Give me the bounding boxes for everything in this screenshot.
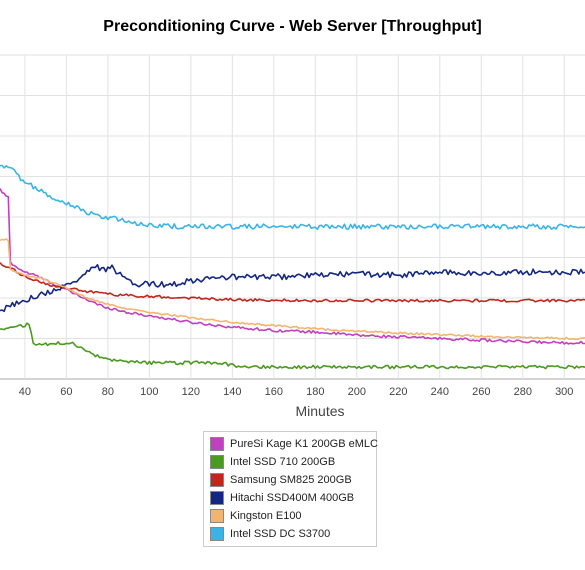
legend: PureSi Kage K1 200GB eMLC Intel SSD 710 2… — [203, 431, 378, 547]
legend-item[interactable]: Intel SSD 710 200GB — [210, 453, 370, 471]
legend-swatch — [210, 527, 224, 541]
x-tick-label: 260 — [472, 386, 490, 398]
legend-label: Samsung SM825 200GB — [230, 474, 352, 486]
legend-item[interactable]: Samsung SM825 200GB — [210, 471, 370, 489]
series-line — [0, 164, 585, 230]
legend-label: Hitachi SSD400M 400GB — [230, 492, 355, 504]
legend-item[interactable]: Intel SSD DC S3700 — [210, 525, 370, 543]
x-tick-label: 280 — [514, 386, 532, 398]
x-tick-label: 200 — [348, 386, 366, 398]
series-line — [0, 238, 585, 341]
x-tick-label: 300 — [555, 386, 573, 398]
x-tick-label: 40 — [19, 386, 31, 398]
legend-swatch — [210, 509, 224, 523]
series-line — [0, 264, 585, 313]
x-tick-label: 180 — [306, 386, 324, 398]
legend-swatch — [210, 437, 224, 451]
legend-swatch — [210, 473, 224, 487]
x-tick-label: 100 — [140, 386, 158, 398]
legend-swatch — [210, 491, 224, 505]
x-tick-label: 120 — [182, 386, 200, 398]
legend-label: PureSi Kage K1 200GB eMLC — [230, 438, 378, 450]
legend-item[interactable]: Kingston E100 — [210, 507, 370, 525]
x-tick-label: 240 — [431, 386, 449, 398]
legend-label: Kingston E100 — [230, 510, 302, 522]
legend-item[interactable]: Hitachi SSD400M 400GB — [210, 489, 370, 507]
x-tick-label: 60 — [60, 386, 72, 398]
legend-swatch — [210, 455, 224, 469]
series-line — [0, 262, 585, 303]
x-tick-label: 160 — [265, 386, 283, 398]
x-tick-label: 140 — [223, 386, 241, 398]
series-line — [0, 188, 585, 345]
legend-item[interactable]: PureSi Kage K1 200GB eMLC — [210, 435, 378, 453]
x-axis-label: Minutes — [295, 403, 344, 419]
series-lines — [0, 164, 585, 370]
x-axis-ticks: 40 60 80 100 120 140 160 180 200 220 240 260 280 300 — [19, 386, 574, 398]
chart-title: Preconditioning Curve - Web Server [Thro… — [103, 18, 482, 35]
legend-label: Intel SSD 710 200GB — [230, 456, 336, 468]
x-tick-label: 80 — [102, 386, 114, 398]
legend-label: Intel SSD DC S3700 — [230, 528, 331, 540]
series-line — [0, 322, 585, 370]
x-tick-label: 220 — [389, 386, 407, 398]
